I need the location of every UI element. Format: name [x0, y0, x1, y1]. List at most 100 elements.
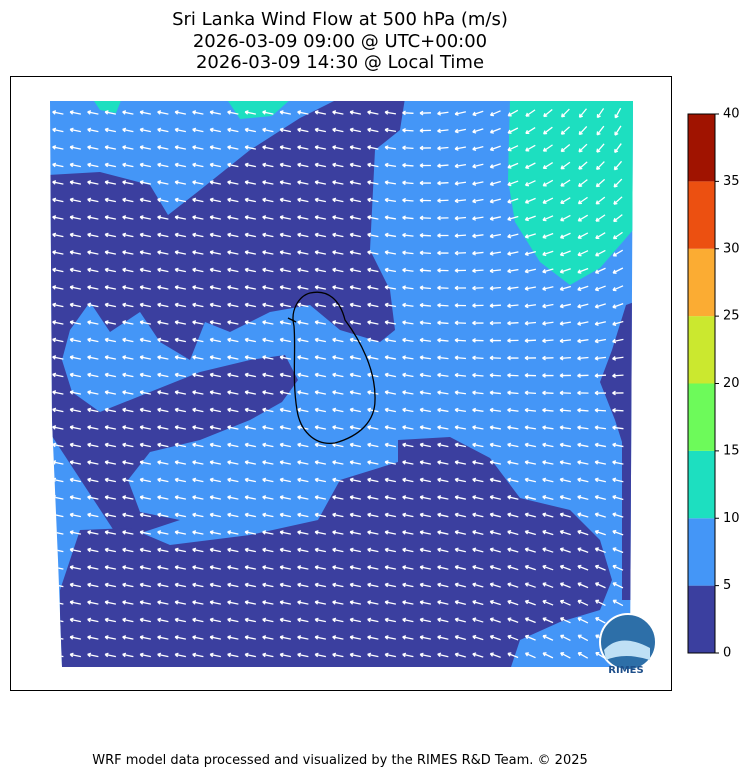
- wind-arrow: [314, 530, 327, 535]
- wind-arrow: [524, 197, 536, 204]
- wind-arrow: [367, 460, 379, 465]
- wind-arrow: [192, 110, 204, 115]
- wind-arrow: [542, 338, 554, 344]
- wind-arrow: [560, 161, 571, 170]
- wind-arrow: [367, 162, 379, 168]
- wind-arrow: [209, 285, 222, 290]
- wind-arrow: [209, 442, 222, 448]
- wind-arrow: [489, 145, 501, 152]
- logo-wave: [604, 640, 650, 660]
- wind-arrow: [104, 652, 117, 658]
- wind-arrow: [122, 477, 134, 483]
- wind-arrow: [87, 565, 99, 570]
- wind-arrow: [262, 477, 274, 483]
- wind-arrow: [297, 512, 309, 518]
- wind-arrow: [279, 180, 292, 185]
- wind-arrow: [52, 302, 64, 308]
- wind-arrow: [384, 215, 397, 220]
- wind-arrow: [279, 512, 292, 518]
- wind-arrow: [139, 127, 152, 133]
- wind-arrow: [262, 530, 274, 535]
- wind-arrow: [332, 337, 344, 343]
- wind-arrow: [614, 143, 622, 154]
- wind-arrow: [192, 407, 204, 413]
- wind-arrow: [559, 250, 571, 257]
- wind-arrow: [139, 407, 152, 413]
- wind-arrow: [174, 425, 187, 430]
- wind-arrow: [524, 320, 537, 326]
- wind-arrow: [577, 617, 589, 624]
- wind-arrow: [489, 477, 502, 483]
- wind-arrow: [279, 442, 292, 448]
- wind-arrow: [139, 582, 152, 588]
- wind-arrow: [87, 337, 99, 343]
- wind-arrow: [594, 390, 607, 396]
- wind-arrow: [612, 407, 624, 413]
- wind-arrow: [314, 162, 327, 168]
- wind-arrow: [367, 635, 379, 640]
- wind-arrow: [559, 425, 572, 430]
- wind-arrow: [139, 600, 152, 605]
- wind-arrow: [419, 477, 432, 483]
- wind-arrow: [612, 442, 624, 448]
- wind-arrow: [542, 250, 554, 257]
- wind-arrow: [384, 267, 397, 273]
- wind-arrow: [489, 163, 501, 169]
- wind-arrow: [314, 337, 327, 343]
- wind-arrow: [437, 530, 449, 535]
- wind-arrow: [332, 180, 344, 185]
- wind-arrow: [437, 320, 449, 326]
- wind-arrow: [612, 390, 624, 396]
- wind-arrow: [419, 512, 432, 518]
- wind-arrow: [437, 128, 449, 134]
- wind-arrow: [332, 232, 344, 238]
- wind-arrow: [297, 442, 309, 448]
- wind-arrow: [437, 180, 449, 186]
- wind-arrow: [157, 565, 169, 570]
- wind-arrow: [227, 180, 239, 185]
- wind-arrow: [349, 652, 362, 658]
- wind-arrow: [560, 197, 571, 204]
- wind-arrow: [472, 285, 484, 291]
- wind-arrow: [279, 477, 292, 483]
- wind-arrow: [157, 600, 169, 605]
- wind-arrow: [279, 320, 292, 325]
- wind-arrow: [192, 390, 204, 395]
- wind-arrow: [174, 617, 187, 623]
- wind-arrow: [367, 565, 379, 570]
- wind-arrow: [472, 181, 484, 186]
- wind-arrow: [227, 495, 239, 500]
- wind-arrow: [507, 338, 519, 343]
- wind-arrow: [402, 477, 414, 483]
- wind-arrow: [437, 250, 449, 256]
- wind-arrow: [542, 599, 554, 606]
- wind-arrow: [367, 530, 379, 535]
- wind-arrow: [174, 582, 187, 588]
- wind-arrow: [437, 337, 449, 343]
- wind-arrow: [227, 617, 239, 623]
- wind-arrow: [192, 600, 204, 605]
- wind-arrow: [367, 495, 379, 500]
- wind-arrow: [104, 407, 117, 413]
- wind-arrow: [192, 337, 204, 343]
- wind-arrow: [367, 652, 379, 658]
- wind-arrow: [244, 250, 257, 255]
- wind-arrow: [525, 127, 536, 135]
- wind-arrow: [507, 495, 519, 500]
- wind-arrow: [524, 390, 537, 396]
- wind-arrow: [139, 110, 152, 115]
- wind-arrow: [139, 495, 152, 500]
- wind-arrow: [454, 146, 467, 151]
- wind-arrow: [594, 582, 606, 589]
- band-10-15: [92, 101, 122, 113]
- wind-arrow: [472, 303, 484, 308]
- wind-arrow: [209, 547, 222, 553]
- wind-arrow: [594, 494, 606, 501]
- wind-arrow: [402, 652, 414, 658]
- wind-arrow: [174, 267, 187, 273]
- wind-arrow: [209, 337, 222, 343]
- wind-arrow: [262, 355, 274, 360]
- wind-arrow: [139, 652, 152, 658]
- wind-arrow: [104, 530, 117, 535]
- wind-arrow: [384, 127, 397, 133]
